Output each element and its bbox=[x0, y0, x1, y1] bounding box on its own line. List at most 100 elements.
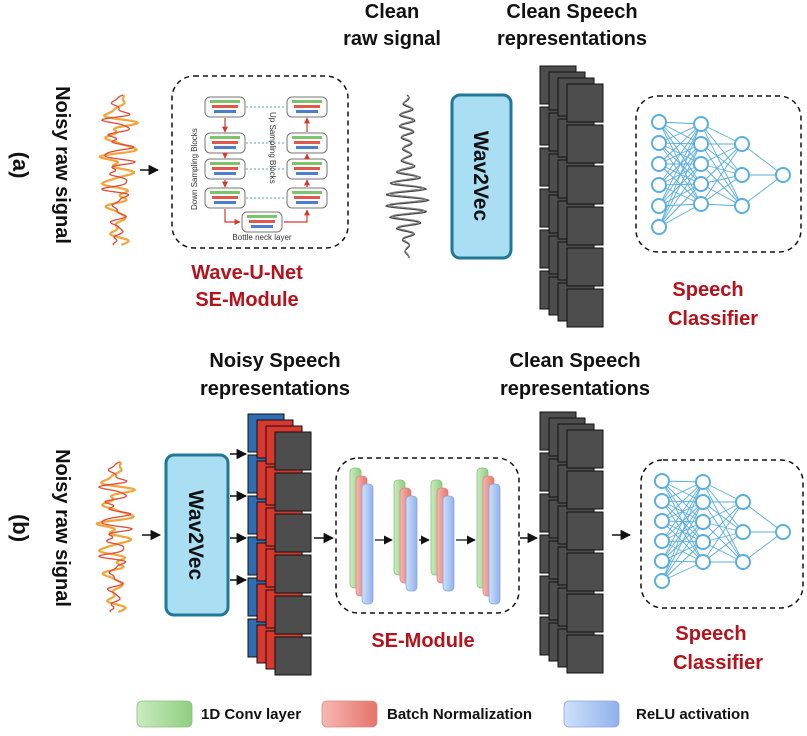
classifier-label-a-line2: Classifier bbox=[668, 308, 758, 330]
feature-map-tile bbox=[274, 513, 312, 553]
wav2vec-label-a: Wav2Vec bbox=[469, 131, 492, 222]
clean-raw-signal-waveform bbox=[384, 94, 431, 259]
nn-neuron bbox=[654, 533, 670, 549]
unet-bar-blue bbox=[214, 110, 236, 113]
up-sampling-label: Up Sampling Blocks bbox=[268, 112, 277, 184]
feature-map-tile bbox=[566, 165, 604, 205]
unet-bar-red bbox=[294, 167, 320, 170]
nn-connection bbox=[702, 501, 744, 563]
nn-neuron bbox=[693, 196, 709, 212]
nn-connection bbox=[658, 183, 702, 228]
panel-a: Noisy raw signal (a) Down Sampling Block… bbox=[8, 1, 802, 330]
unet-bar-green bbox=[210, 100, 240, 103]
relu-layer bbox=[361, 483, 374, 605]
wave-u-net-box bbox=[171, 75, 349, 249]
unet-bar-blue bbox=[296, 110, 318, 113]
nn-neuron bbox=[735, 554, 751, 570]
nn-connection bbox=[661, 481, 704, 522]
nn-connection bbox=[658, 143, 702, 228]
legend-label-batchnorm: Batch Normalization bbox=[387, 706, 532, 723]
nn-neuron bbox=[693, 136, 709, 152]
clean-repr-label-b-line2: representations bbox=[500, 378, 650, 400]
nn-neuron bbox=[651, 219, 667, 235]
nn-connection bbox=[700, 143, 743, 185]
classifier-box-b bbox=[640, 459, 804, 609]
unet-bar-red bbox=[249, 220, 275, 223]
nn-connection bbox=[700, 163, 743, 207]
clean-wave-line-2 bbox=[387, 94, 427, 259]
nn-connection bbox=[661, 481, 704, 542]
feature-map-tile bbox=[274, 554, 312, 594]
nn-connection bbox=[702, 521, 744, 563]
wave-u-net-caption-line1: Wave-U-Net bbox=[191, 262, 303, 284]
legend-label-conv: 1D Conv layer bbox=[201, 706, 301, 723]
nn-connection bbox=[700, 143, 743, 205]
feature-map-tile bbox=[566, 634, 604, 674]
noisy-repr-label-line1: Noisy Speech bbox=[209, 350, 340, 372]
nn-neuron bbox=[654, 553, 670, 569]
nn-connection bbox=[700, 123, 743, 176]
panel-b: Noisy raw signal (b) Wav2Vec Noisy Speec… bbox=[8, 350, 804, 676]
feature-map-tile bbox=[566, 206, 604, 246]
nn-connection bbox=[742, 501, 784, 533]
nn-neuron bbox=[693, 156, 709, 172]
nn-connection bbox=[658, 142, 702, 205]
legend-swatch-conv bbox=[136, 700, 193, 728]
unet-bar-blue bbox=[251, 225, 273, 228]
se-module-box bbox=[335, 457, 520, 614]
clean-wave-line bbox=[384, 94, 431, 259]
legend: 1D Conv layer Batch Normalization ReLU a… bbox=[136, 700, 749, 728]
unet-bar-blue bbox=[214, 201, 236, 204]
feature-map-tile bbox=[566, 124, 604, 164]
nn-neuron bbox=[775, 524, 791, 540]
nn-neuron bbox=[775, 167, 791, 183]
feature-map-tile bbox=[274, 636, 312, 676]
nn-neuron bbox=[695, 534, 711, 550]
feature-map-tile bbox=[566, 429, 604, 469]
feature-map-tile bbox=[566, 511, 604, 551]
relu-layer bbox=[488, 483, 501, 605]
unet-bar-red bbox=[294, 141, 320, 144]
noisy-feature-maps bbox=[230, 413, 335, 676]
nn-neuron bbox=[654, 513, 670, 529]
nn-connection bbox=[661, 501, 704, 582]
panel-b-input-label: Noisy raw signal bbox=[51, 449, 73, 607]
feature-map-tile bbox=[274, 431, 312, 471]
unet-bar-green bbox=[292, 162, 322, 165]
nn-connection bbox=[661, 541, 704, 582]
noisy-repr-label-line2: representations bbox=[200, 378, 350, 400]
feature-map-tile bbox=[274, 472, 312, 512]
clean-feature-maps-b bbox=[520, 411, 604, 674]
legend-swatch-relu bbox=[563, 700, 620, 728]
unet-bar-green bbox=[292, 191, 322, 194]
unet-bar-red bbox=[294, 196, 320, 199]
se-module-layers bbox=[349, 467, 501, 605]
unet-bar-blue bbox=[214, 172, 236, 175]
nn-neuron bbox=[651, 177, 667, 193]
classifier-label-b-line1: Speech bbox=[675, 623, 746, 645]
unet-bar-green bbox=[210, 162, 240, 165]
panel-a-tag: (a) bbox=[8, 152, 33, 179]
wav2vec-label-b: Wav2Vec bbox=[184, 490, 207, 581]
wave-u-net-diagram bbox=[204, 96, 328, 233]
nn-neuron bbox=[695, 494, 711, 510]
nn-connection bbox=[700, 123, 743, 207]
nn-neuron bbox=[695, 514, 711, 530]
nn-neuron bbox=[695, 474, 711, 490]
unet-bar-red bbox=[294, 105, 320, 108]
nn-connection bbox=[700, 143, 743, 176]
legend-swatch-batchnorm bbox=[321, 700, 378, 728]
noisy-wave-orange bbox=[98, 94, 140, 246]
relu-layer bbox=[442, 495, 455, 592]
nn-connection bbox=[658, 123, 702, 207]
legend-label-relu: ReLU activation bbox=[636, 706, 749, 723]
wav2vec-box-b bbox=[164, 453, 230, 617]
se-module-label: SE-Module bbox=[371, 630, 474, 652]
nn-connection bbox=[658, 163, 702, 228]
panel-b-tag: (b) bbox=[8, 514, 33, 542]
feature-map-tile bbox=[566, 470, 604, 510]
feature-map-tile bbox=[566, 552, 604, 592]
feature-map-tile bbox=[274, 595, 312, 635]
nn-neuron bbox=[735, 494, 751, 510]
